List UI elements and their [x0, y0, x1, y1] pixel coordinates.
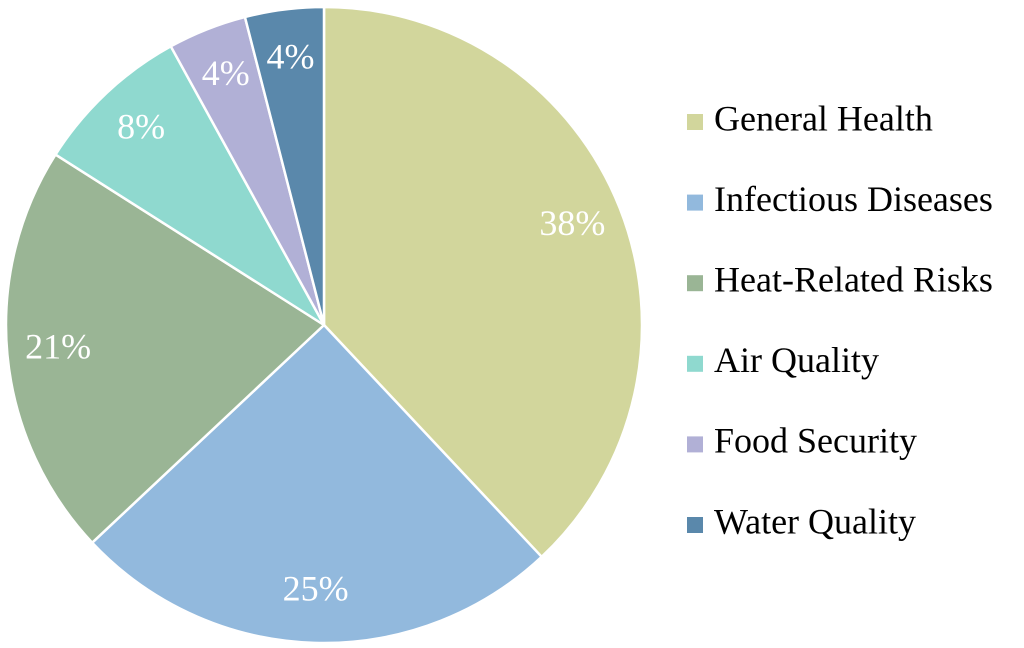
pie-slice-general-health: [322, 5, 644, 559]
legend-label-water-quality: Water Quality: [714, 501, 916, 541]
legend-item-food-security: Food Security: [687, 421, 917, 461]
legend-label-general-health: General Health: [714, 98, 933, 138]
data-label-air-quality: 8%: [117, 107, 165, 147]
legend-swatch-food-security: [687, 436, 703, 453]
pie-slice-air-quality: [54, 45, 326, 327]
data-label-infectious-diseases: 25%: [283, 568, 349, 608]
legend-swatch-air-quality: [687, 355, 703, 372]
legend-swatch-infectious-diseases: [687, 194, 703, 211]
legend-item-infectious-diseases: Infectious Diseases: [687, 179, 993, 219]
legend-item-general-health: General Health: [687, 98, 933, 138]
legend: General Health Infectious Diseases Heat-Re…: [687, 98, 993, 541]
data-label-heat-related-risks: 21%: [25, 326, 91, 366]
legend-label-food-security: Food Security: [714, 421, 917, 461]
data-label-water-quality: 4%: [267, 36, 315, 76]
legend-swatch-water-quality: [687, 517, 703, 533]
legend-label-infectious-diseases: Infectious Diseases: [714, 179, 993, 219]
pie-slice-water-quality: [243, 5, 326, 327]
data-label-food-security: 4%: [202, 53, 250, 93]
legend-item-water-quality: Water Quality: [687, 501, 916, 541]
pie-data-labels: 38% 25% 21% 8% 4% 4%: [25, 36, 605, 608]
pie-slices: [4, 5, 644, 645]
legend-item-heat-related-risks: Heat-Related Risks: [687, 259, 993, 299]
legend-label-air-quality: Air Quality: [714, 340, 879, 380]
pie-slice-heat-related-risks: [4, 153, 326, 544]
pie-slice-infectious-diseases: [90, 323, 543, 645]
legend-item-air-quality: Air Quality: [687, 340, 879, 380]
data-label-general-health: 38%: [539, 203, 605, 243]
legend-label-heat-related-risks: Heat-Related Risks: [714, 259, 993, 299]
legend-swatch-general-health: [687, 114, 703, 130]
legend-swatch-heat-related-risks: [687, 275, 703, 292]
